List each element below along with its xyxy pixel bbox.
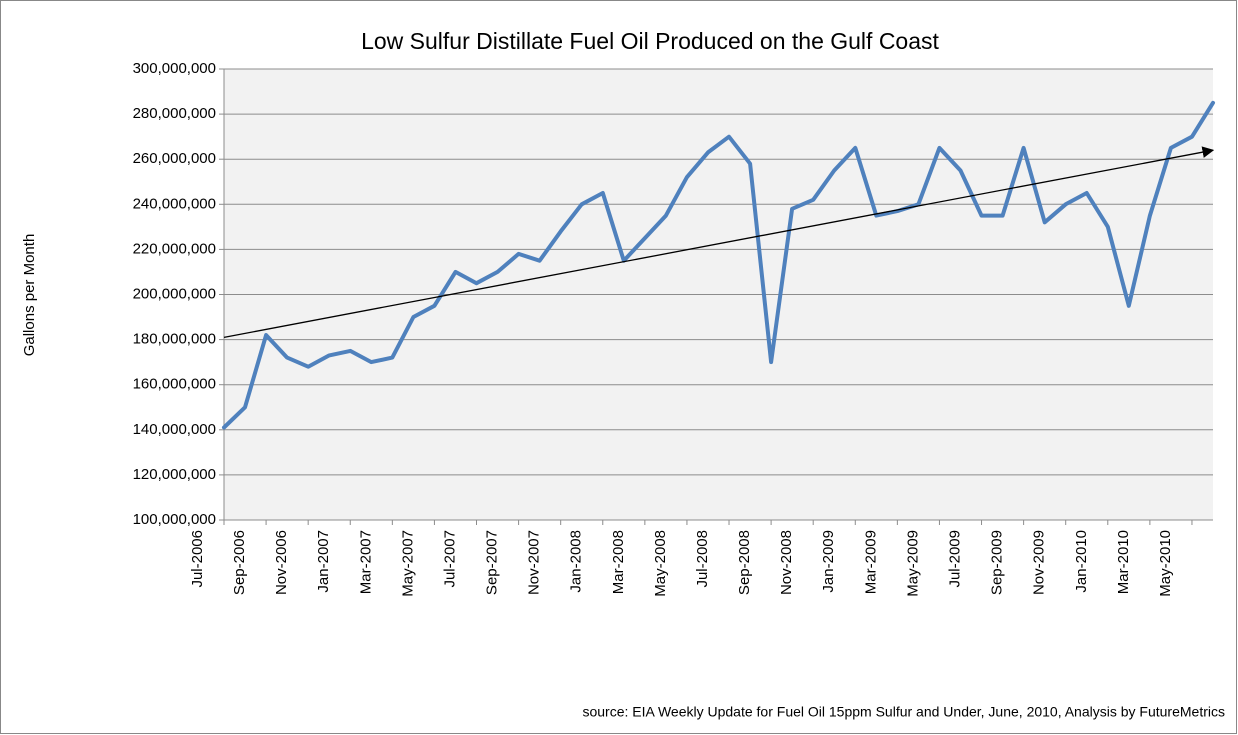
x-tick-label: Sep-2007 [484,530,501,595]
x-tick-label: Jul-2009 [947,530,964,588]
x-tick-label: Nov-2007 [526,530,543,595]
x-tick-label: May-2008 [652,530,669,597]
x-tick-label: Jul-2008 [694,530,711,588]
y-tick-label: 300,000,000 [133,60,216,77]
x-tick-label: Jul-2006 [189,530,206,588]
x-tick-label: Jan-2009 [820,530,837,593]
y-tick-label: 200,000,000 [133,285,216,302]
x-tick-label: Jan-2008 [568,530,585,593]
x-tick-label: Mar-2010 [1115,530,1132,594]
y-tick-label: 140,000,000 [133,421,216,438]
y-tick-label: 180,000,000 [133,331,216,348]
source-note: source: EIA Weekly Update for Fuel Oil 1… [582,704,1225,720]
y-tick-label: 160,000,000 [133,376,216,393]
y-axis-label: Gallons per Month [21,234,38,357]
x-tick-label: May-2007 [399,530,416,597]
x-tick-label: May-2010 [1157,530,1174,597]
x-tick-label: Nov-2006 [273,530,290,595]
x-tick-label: Mar-2009 [862,530,879,594]
x-tick-label: Jul-2007 [441,530,458,588]
x-tick-label: Mar-2007 [357,530,374,594]
x-tick-label: Jan-2007 [315,530,332,593]
y-tick-label: 220,000,000 [133,240,216,257]
y-tick-label: 260,000,000 [133,150,216,167]
x-tick-label: Sep-2009 [989,530,1006,595]
y-tick-label: 120,000,000 [133,466,216,483]
x-tick-label: Sep-2006 [231,530,248,595]
x-tick-label: Mar-2008 [610,530,627,594]
x-tick-label: Jan-2010 [1073,530,1090,593]
data-line [222,100,1215,430]
chart-title: Low Sulfur Distillate Fuel Oil Produced … [361,28,939,54]
x-tick-label: Sep-2008 [736,530,753,595]
y-tick-label: 280,000,000 [133,105,216,122]
x-tick-label: Nov-2009 [1031,530,1048,595]
trend-line [223,146,1215,338]
x-tick-label: May-2009 [904,530,921,597]
y-tick-label: 240,000,000 [133,195,216,212]
y-tick-label: 100,000,000 [133,511,216,528]
x-tick-label: Nov-2008 [778,530,795,595]
